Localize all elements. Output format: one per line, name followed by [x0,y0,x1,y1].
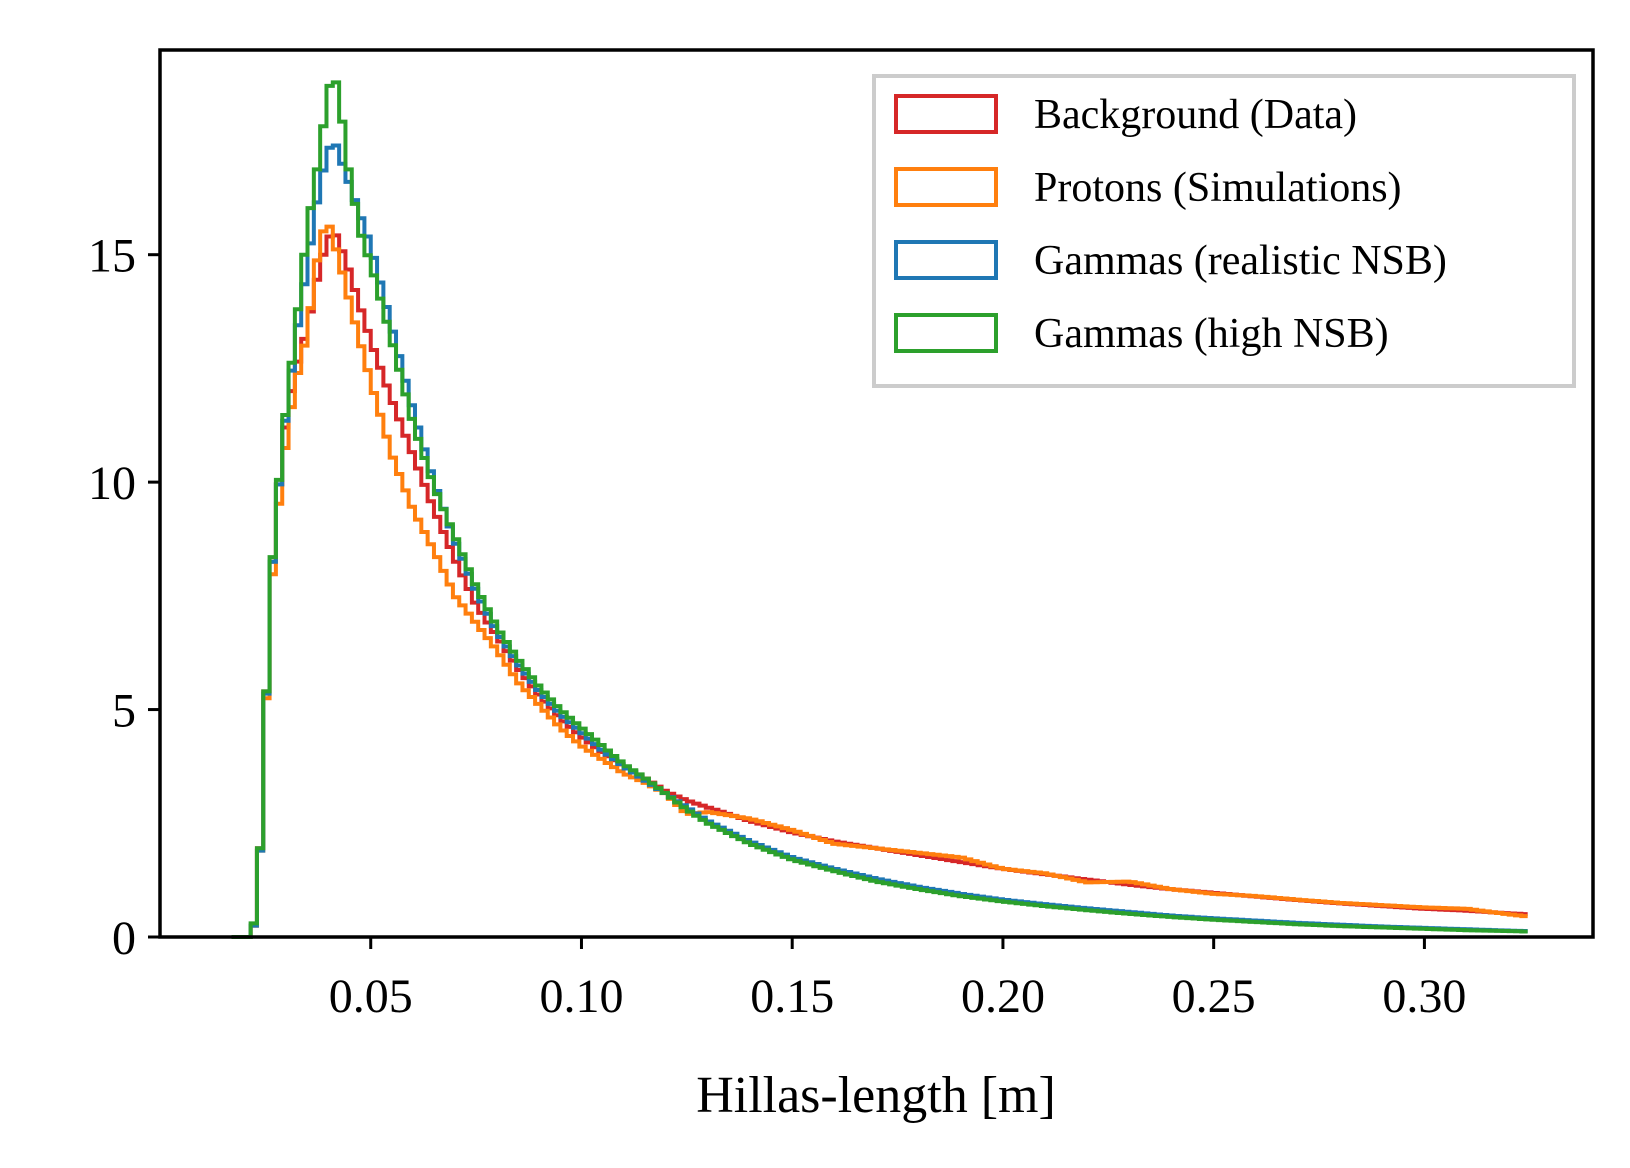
legend-label: Background (Data) [1034,92,1357,138]
x-axis-label: Hillas-length [m] [696,1067,1056,1124]
legend-swatch [894,167,998,207]
legend-swatch [894,94,998,134]
x-tick-label: 0.15 [750,970,834,1023]
legend-frame [872,74,1576,388]
series-line-2 [231,224,1528,939]
plot-frame [158,48,1595,939]
legend-swatch [894,313,998,353]
legend-swatch [894,240,998,280]
y-tick-label: 15 [88,230,136,283]
legend-label: Protons (Simulations) [1034,165,1402,211]
legend-label: Gammas (realistic NSB) [1034,238,1447,284]
legend-label: Gammas (high NSB) [1034,311,1389,357]
x-tick-label: 0.05 [329,970,413,1023]
legend: Background (Data) Protons (Simulations) Ga… [872,74,1576,388]
x-tick-label: 0.25 [1172,970,1256,1023]
x-tick-label: 0.20 [961,970,1045,1023]
y-tick-label: 0 [112,912,136,965]
y-tick-label: 10 [88,457,136,510]
x-axis: 0.05 0.10 0.15 0.20 0.25 0.30 [329,937,1466,1023]
x-tick-label: 0.30 [1382,970,1466,1023]
y-axis: 0 5 10 15 [88,230,160,965]
y-tick-label: 5 [112,685,136,738]
series-line-4 [231,80,1528,939]
legend-entries: Background (Data) Protons (Simulations) Ga… [894,92,1447,357]
series-layer [231,80,1528,939]
x-tick-label: 0.10 [539,970,623,1023]
